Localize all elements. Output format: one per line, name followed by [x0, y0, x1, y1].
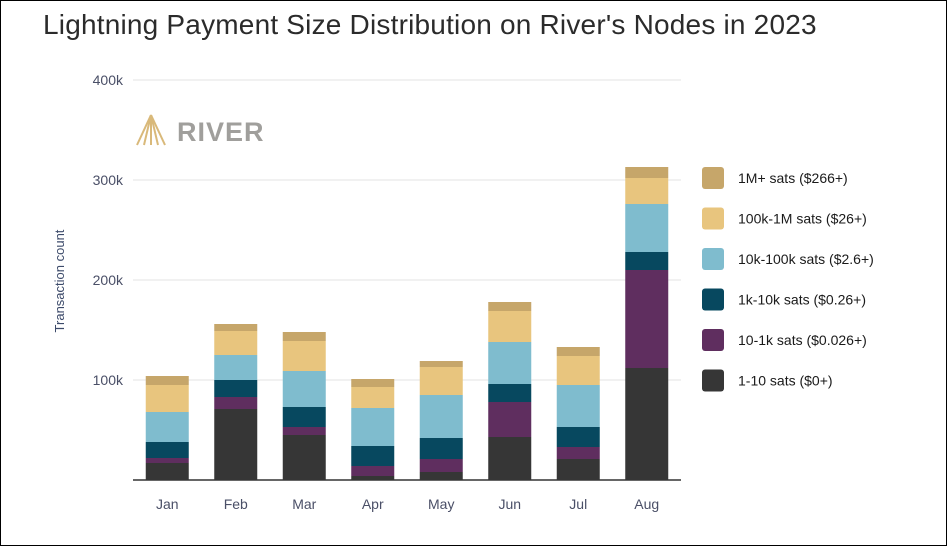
bar-aug-1-10-sats-0: [625, 368, 669, 480]
bar-mar-100k-1m-sats-26: [282, 341, 326, 371]
x-tick-label-jan: Jan: [156, 496, 179, 512]
legend-label-1m-sats-266: 1M+ sats ($266+): [738, 170, 848, 186]
x-tick-label-mar: Mar: [292, 496, 316, 512]
bar-mar-1m-sats-266: [282, 332, 326, 341]
y-axis-label: Transaction count: [52, 229, 67, 332]
bar-jun-10k-100k-sats-2-6: [488, 342, 532, 384]
bar-aug-1k-10k-sats-0-26: [625, 252, 669, 270]
bar-feb-1m-sats-266: [214, 324, 258, 331]
x-tick-label-feb: Feb: [224, 496, 248, 512]
bar-jan-100k-1m-sats-26: [145, 385, 189, 412]
y-tick-label-300k: 300k: [93, 172, 124, 188]
legend-swatch-100k-1m-sats-26: [702, 207, 724, 230]
legend-swatch-1m-sats-266: [702, 167, 724, 189]
legend-swatch-10-1k-sats-0-026: [702, 329, 724, 351]
bar-aug-10k-100k-sats-2-6: [625, 204, 669, 252]
bar-may-1m-sats-266: [419, 361, 463, 367]
x-tick-label-jun: Jun: [498, 496, 521, 512]
bar-jan-10k-100k-sats-2-6: [145, 412, 189, 442]
bar-jul-100k-1m-sats-26: [556, 356, 600, 385]
bar-jan-1m-sats-266: [145, 376, 189, 385]
bar-may-100k-1m-sats-26: [419, 367, 463, 395]
bar-jun-1m-sats-266: [488, 302, 532, 311]
bar-jan-1-10-sats-0: [145, 463, 189, 480]
bar-mar-1-10-sats-0: [282, 435, 326, 480]
river-logo-text: RIVER: [177, 117, 265, 147]
bar-may-1-10-sats-0: [419, 472, 463, 480]
x-tick-label-aug: Aug: [634, 496, 659, 512]
legend-label-10k-100k-sats-2-6: 10k-100k sats ($2.6+): [738, 251, 874, 267]
bar-feb-10-1k-sats-0-026: [214, 397, 258, 409]
bar-jan-10-1k-sats-0-026: [145, 458, 189, 463]
bar-aug-100k-1m-sats-26: [625, 178, 669, 204]
legend-label-10-1k-sats-0-026: 10-1k sats ($0.026+): [738, 332, 867, 348]
y-tick-label-400k: 400k: [93, 72, 124, 88]
bar-jun-1-10-sats-0: [488, 437, 532, 480]
legend-label-1k-10k-sats-0-26: 1k-10k sats ($0.26+): [738, 292, 866, 308]
bar-feb-10k-100k-sats-2-6: [214, 355, 258, 380]
legend-label-100k-1m-sats-26: 100k-1M sats ($26+): [738, 211, 867, 227]
bar-jun-1k-10k-sats-0-26: [488, 384, 532, 402]
bar-aug-1m-sats-266: [625, 167, 669, 178]
bar-apr-1k-10k-sats-0-26: [351, 446, 395, 466]
x-tick-label-apr: Apr: [362, 496, 384, 512]
legend-swatch-1-10-sats-0: [702, 369, 724, 392]
chart-title: Lightning Payment Size Distribution on R…: [43, 9, 817, 40]
bar-jun-10-1k-sats-0-026: [488, 402, 532, 437]
legend-swatch-10k-100k-sats-2-6: [702, 248, 724, 270]
bar-apr-1-10-sats-0: [351, 476, 395, 480]
bar-feb-100k-1m-sats-26: [214, 331, 258, 355]
bar-jul-10-1k-sats-0-026: [556, 447, 600, 459]
bar-jun-100k-1m-sats-26: [488, 311, 532, 342]
y-tick-label-200k: 200k: [93, 272, 124, 288]
bar-may-1k-10k-sats-0-26: [419, 438, 463, 459]
bar-jul-1k-10k-sats-0-26: [556, 427, 600, 447]
bar-jul-1-10-sats-0: [556, 459, 600, 480]
river-mountain-logo-icon: [136, 114, 166, 146]
bar-apr-10-1k-sats-0-026: [351, 466, 395, 476]
x-tick-label-jul: Jul: [569, 496, 587, 512]
bar-apr-100k-1m-sats-26: [351, 387, 395, 408]
bar-aug-10-1k-sats-0-026: [625, 270, 669, 368]
bar-jan-1k-10k-sats-0-26: [145, 442, 189, 458]
bar-mar-10-1k-sats-0-026: [282, 427, 326, 435]
legend-swatch-1k-10k-sats-0-26: [702, 288, 724, 311]
legend-label-1-10-sats-0: 1-10 sats ($0+): [738, 373, 833, 389]
bar-mar-1k-10k-sats-0-26: [282, 407, 326, 427]
bar-jul-10k-100k-sats-2-6: [556, 385, 600, 427]
bar-feb-1-10-sats-0: [214, 409, 258, 480]
y-tick-label-100k: 100k: [93, 372, 124, 388]
bar-apr-10k-100k-sats-2-6: [351, 408, 395, 446]
bar-jul-1m-sats-266: [556, 347, 600, 356]
bar-may-10k-100k-sats-2-6: [419, 395, 463, 438]
bar-may-10-1k-sats-0-026: [419, 459, 463, 472]
bar-mar-10k-100k-sats-2-6: [282, 371, 326, 407]
bar-apr-1m-sats-266: [351, 379, 395, 387]
x-tick-label-may: May: [428, 496, 454, 512]
bar-feb-1k-10k-sats-0-26: [214, 380, 258, 397]
